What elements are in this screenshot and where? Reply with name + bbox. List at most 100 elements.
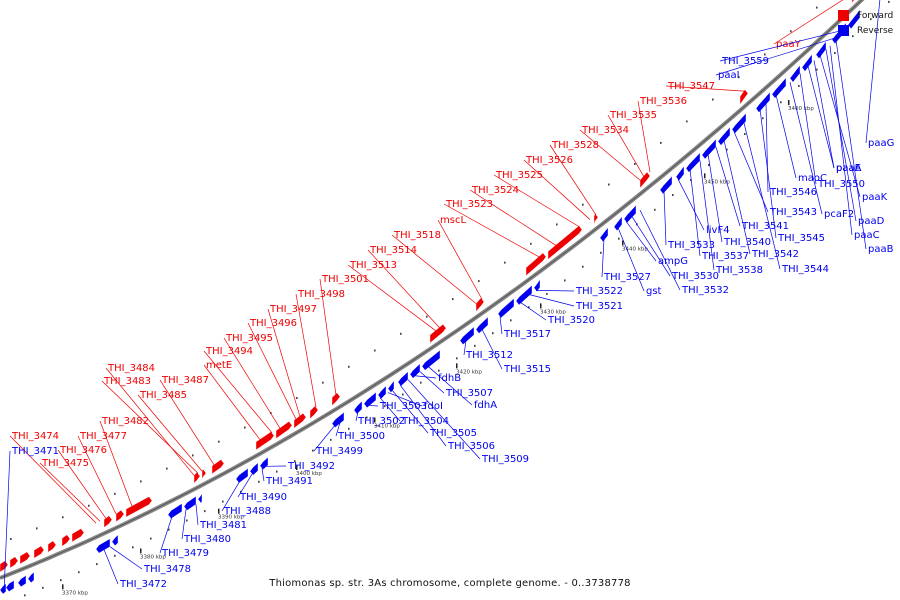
scale-dot bbox=[42, 586, 44, 589]
scale-dot bbox=[348, 427, 350, 430]
reverse-gene bbox=[717, 126, 731, 146]
forward-gene bbox=[293, 412, 307, 429]
forward-gene-label: THI_3476 bbox=[59, 445, 107, 456]
reverse-leader-line bbox=[261, 468, 265, 482]
reverse-leader-line bbox=[715, 147, 741, 227]
forward-gene-label: THI_3501 bbox=[321, 274, 369, 285]
scale-dot bbox=[114, 554, 116, 557]
forward-leader-line bbox=[437, 219, 483, 300]
reverse-leader-line bbox=[829, 45, 853, 236]
scale-dot bbox=[762, 117, 764, 120]
tick-mark bbox=[374, 417, 376, 423]
reverse-leader-line bbox=[663, 190, 667, 246]
reverse-gene-label: THI_3505 bbox=[429, 428, 477, 439]
forward-gene bbox=[103, 515, 113, 528]
scale-dot bbox=[726, 148, 728, 151]
reverse-leader-line bbox=[699, 160, 715, 271]
forward-gene-label: THI_3513 bbox=[349, 260, 397, 271]
scale-dot bbox=[852, 35, 854, 38]
scale-dot bbox=[150, 537, 152, 540]
forward-gene bbox=[9, 556, 19, 569]
reverse-gene bbox=[685, 152, 701, 173]
forward-gene-label: THI_3482 bbox=[101, 416, 149, 427]
scale-dot bbox=[492, 332, 494, 335]
reverse-gene-label: THI_3517 bbox=[503, 329, 551, 340]
forward-gene bbox=[61, 534, 71, 547]
reverse-legend-label: Reverse bbox=[857, 25, 894, 36]
scale-dot bbox=[672, 194, 674, 197]
forward-gene bbox=[211, 459, 225, 475]
reverse-gene-label: THI_3541 bbox=[741, 221, 789, 232]
forward-gene-label: THI_3484 bbox=[107, 363, 155, 374]
reverse-gene bbox=[397, 371, 409, 387]
scale-dot bbox=[888, 0, 890, 3]
reverse-gene-label: THI_3537 bbox=[701, 251, 749, 262]
reverse-gene bbox=[847, 9, 861, 30]
forward-leader-line bbox=[607, 114, 645, 178]
forward-gene bbox=[19, 551, 31, 565]
scale-dot bbox=[798, 85, 800, 88]
forward-leader-line bbox=[101, 380, 199, 474]
reverse-leader-line bbox=[463, 340, 467, 356]
reverse-leader-line bbox=[399, 384, 447, 447]
scale-dot bbox=[222, 500, 224, 503]
tick-mark bbox=[788, 100, 790, 106]
scale-dot-upper bbox=[712, 98, 714, 101]
reverse-gene bbox=[475, 316, 489, 334]
scale-dot-upper bbox=[790, 30, 792, 33]
scale-dot bbox=[438, 369, 440, 372]
scale-dot bbox=[780, 101, 782, 104]
reverse-gene bbox=[331, 411, 345, 428]
reverse-leader-line bbox=[407, 379, 481, 460]
tick-mark bbox=[456, 363, 458, 369]
reverse-gene bbox=[789, 64, 801, 83]
forward-leader-line bbox=[391, 234, 477, 304]
legend: Forward Reverse bbox=[838, 8, 893, 38]
forward-leader-line bbox=[493, 174, 581, 228]
reverse-gene-label: livF4 bbox=[706, 225, 730, 236]
scale-dot bbox=[132, 546, 134, 549]
reverse-gene-label: paaA bbox=[836, 163, 862, 174]
reverse-gene-label: THI_3478 bbox=[143, 564, 191, 575]
reverse-leader-line bbox=[335, 422, 341, 437]
reverse-leader-line bbox=[535, 289, 575, 292]
forward-gene bbox=[115, 509, 125, 523]
scale-dot-upper bbox=[452, 298, 454, 301]
forward-leader-line bbox=[637, 100, 651, 173]
reverse-leader-line bbox=[159, 516, 173, 554]
reverse-leader-line bbox=[789, 82, 823, 215]
scale-dot bbox=[528, 306, 530, 309]
scale-dot-upper bbox=[62, 516, 64, 519]
reverse-leader-line bbox=[617, 227, 645, 292]
reverse-gene-label: THI_3538 bbox=[715, 265, 763, 276]
forward-leader-line bbox=[665, 85, 747, 92]
reverse-leader-line bbox=[529, 294, 575, 307]
forward-gene-label: THI_3497 bbox=[269, 304, 317, 315]
tick-label: 3420 kbp bbox=[456, 369, 482, 375]
scale-dot bbox=[582, 265, 584, 268]
reverse-leader-line bbox=[677, 178, 705, 231]
reverse-gene-label: paaI bbox=[718, 70, 740, 81]
reverse-gene bbox=[623, 204, 637, 224]
forward-gene-label: THI_3514 bbox=[369, 245, 417, 256]
forward-gene-label: THI_3483 bbox=[103, 376, 151, 387]
forward-leader-line bbox=[137, 394, 203, 472]
reverse-gene bbox=[409, 363, 421, 379]
reverse-gene-label: THI_3471 bbox=[11, 446, 59, 457]
scale-dot bbox=[744, 132, 746, 135]
reverse-leader-line bbox=[715, 36, 841, 76]
forward-gene-label: THI_3518 bbox=[393, 230, 441, 241]
reverse-leader-line bbox=[639, 209, 681, 291]
reverse-gene-label: fdoI bbox=[424, 401, 443, 412]
reverse-gene-label: THI_3520 bbox=[547, 315, 595, 326]
reverse-gene-label: THI_3504 bbox=[401, 416, 449, 427]
reverse-gene-label: gst bbox=[646, 286, 662, 297]
forward-leader-line bbox=[39, 462, 101, 522]
forward-gene bbox=[639, 171, 651, 189]
forward-gene-label: THI_3498 bbox=[297, 289, 345, 300]
reverse-gene-label: THI_3527 bbox=[603, 272, 651, 283]
forward-gene-label: THI_3534 bbox=[581, 125, 629, 136]
reverse-gene bbox=[497, 297, 515, 319]
reverse-gene-label: THI_3507 bbox=[445, 388, 493, 399]
